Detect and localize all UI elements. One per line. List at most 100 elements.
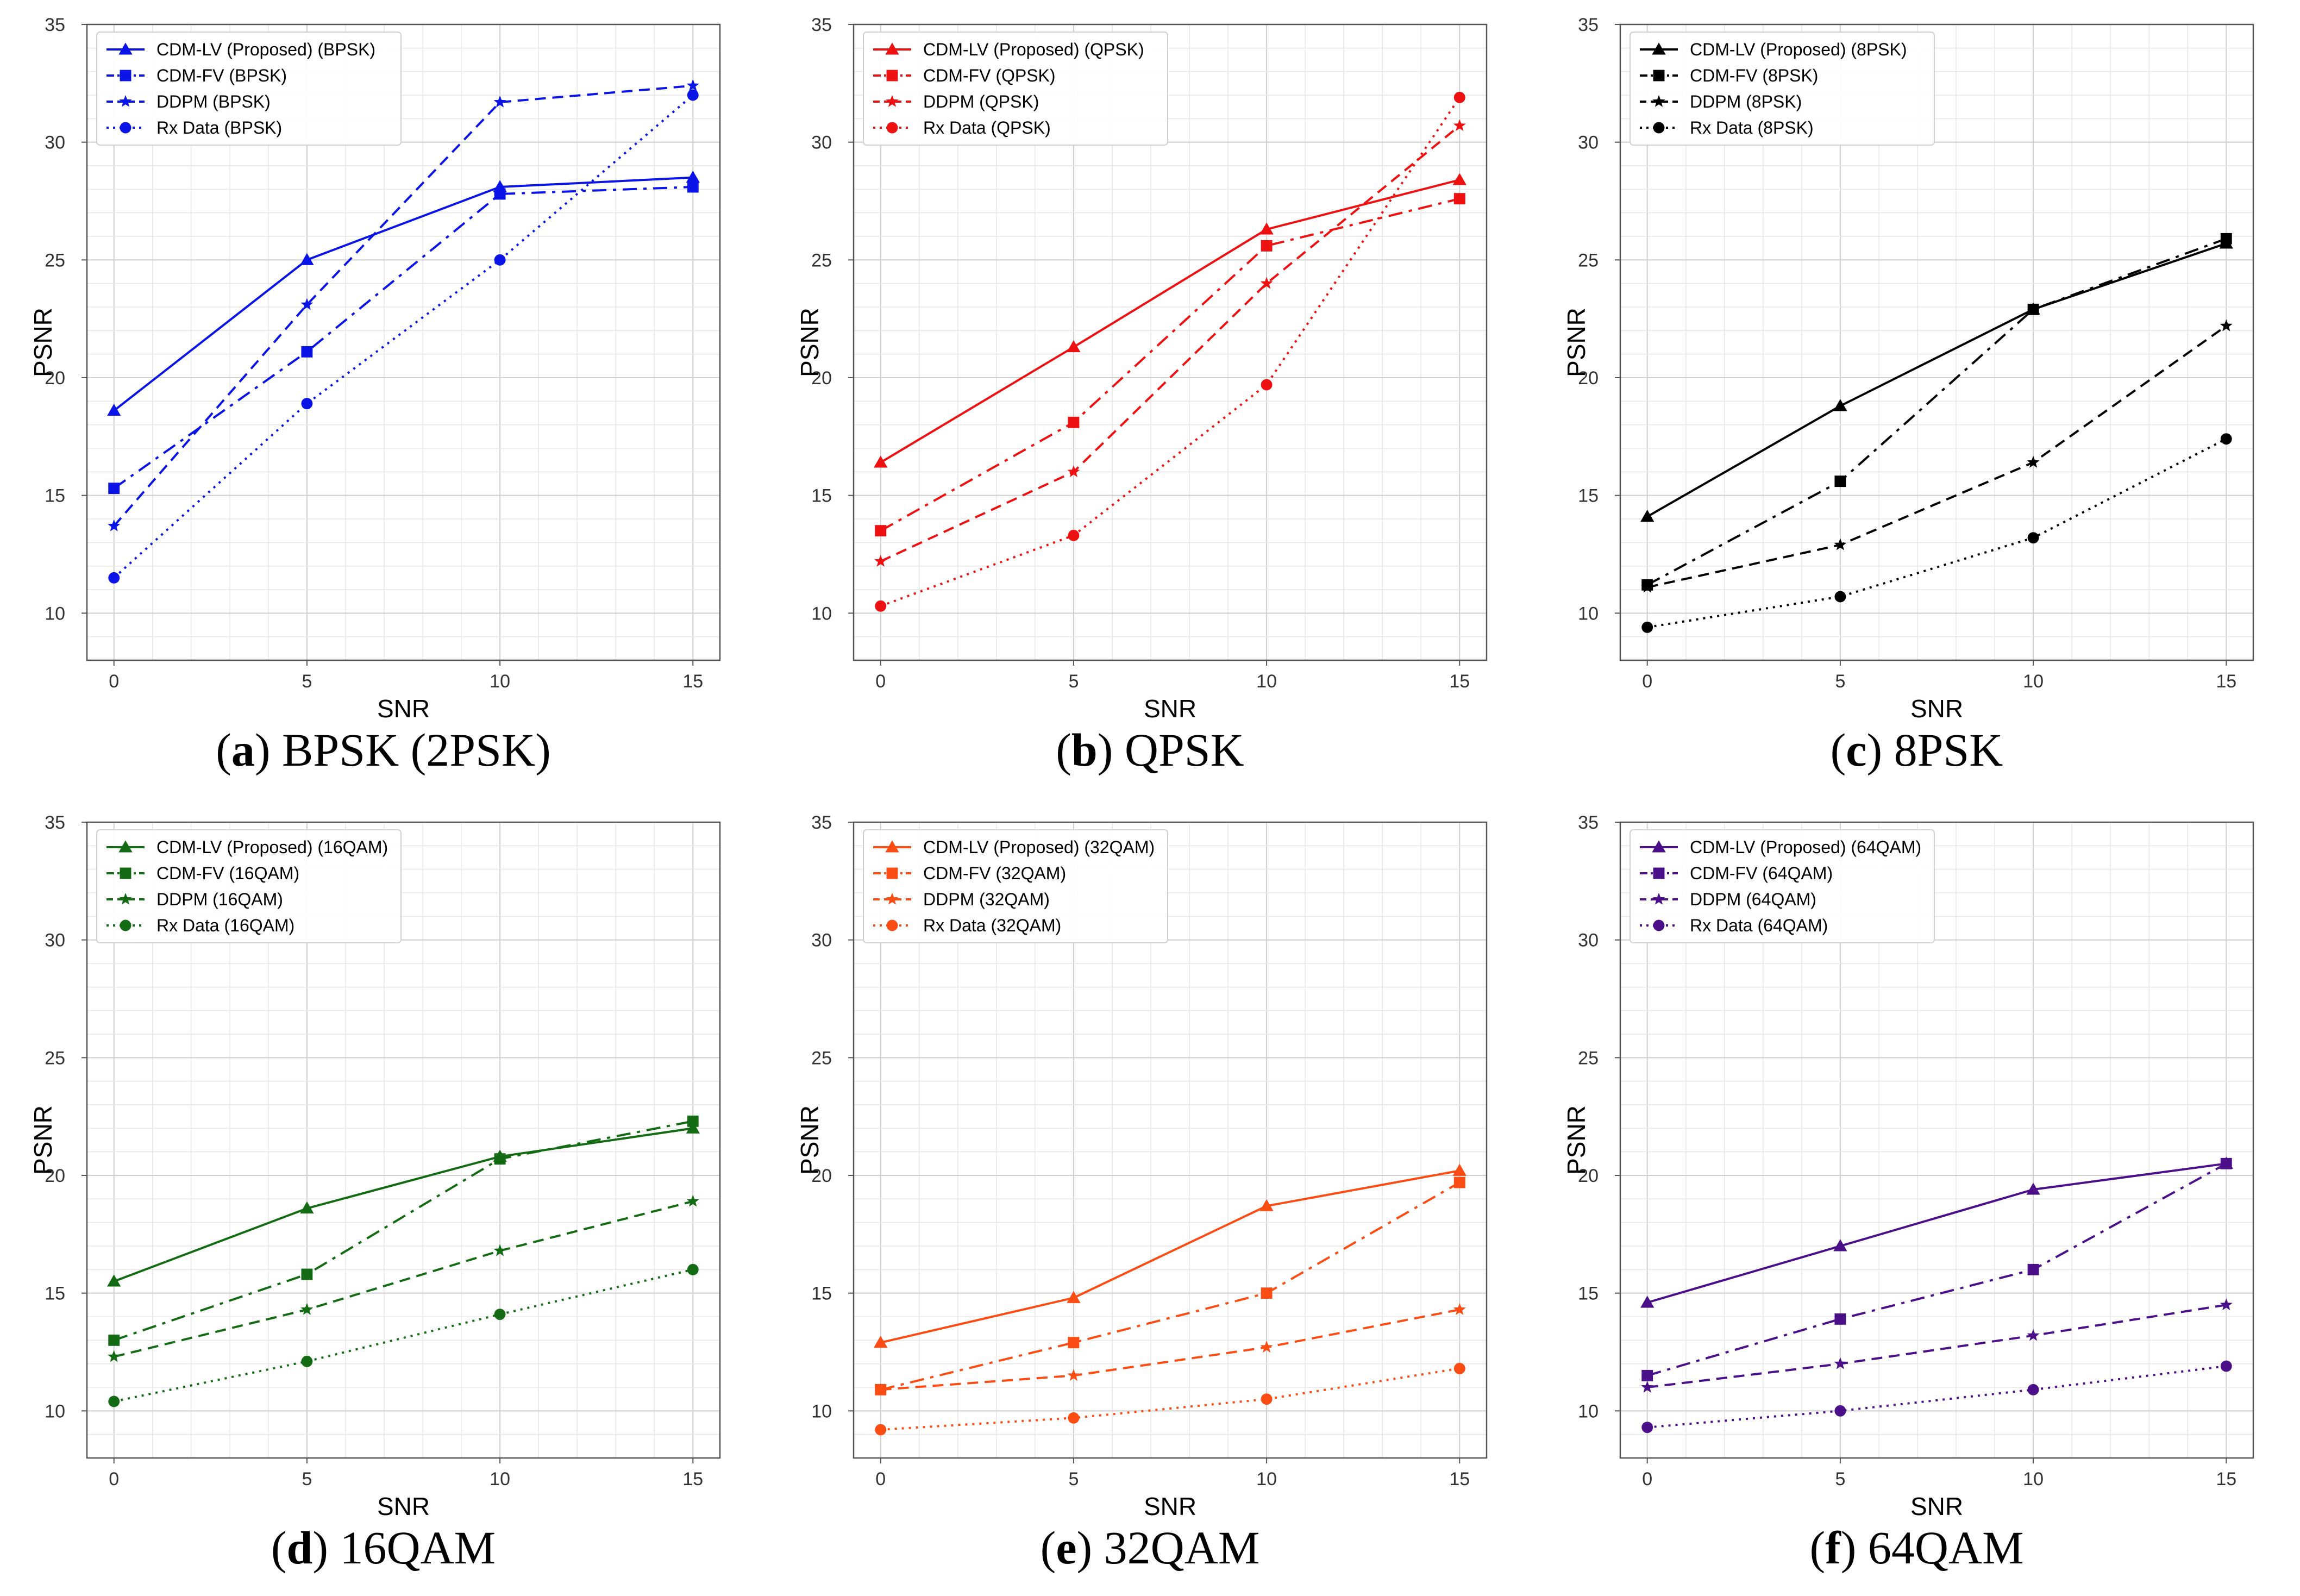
- y-tick-label: 30: [45, 133, 65, 153]
- legend: CDM-LV (Proposed) (64QAM) CDM-FV (64QAM) D…: [1630, 829, 1935, 943]
- x-tick-label: 5: [302, 671, 312, 692]
- caption-text: 8PSK: [1894, 724, 2003, 776]
- legend-entry: CDM-LV (Proposed) (BPSK): [106, 40, 375, 59]
- legend-box: [1630, 829, 1935, 943]
- data-point-square: [2027, 303, 2039, 315]
- legend-label: CDM-FV (QPSK): [923, 66, 1056, 85]
- data-point-star: [686, 79, 699, 91]
- series-circle: [875, 91, 1465, 612]
- legend-label: CDM-FV (32QAM): [923, 863, 1066, 883]
- data-point-triangle: [686, 171, 700, 183]
- data-point-circle: [301, 1355, 313, 1367]
- data-point-triangle: [1452, 1163, 1467, 1176]
- legend-label: CDM-LV (Proposed) (8PSK): [1690, 40, 1907, 59]
- y-tick-label: 20: [811, 368, 832, 389]
- data-point-circle: [494, 1309, 506, 1320]
- chart-panel-a: 0 5 10 15 10 15 20 25 30 35 SNR PSNR CDM-LV (Propose…: [0, 0, 767, 798]
- data-point-triangle: [874, 1336, 888, 1348]
- y-tick-label: 20: [1578, 1166, 1599, 1186]
- legend-label: DDPM (BPSK): [156, 92, 271, 111]
- legend-label: Rx Data (8PSK): [1690, 118, 1814, 137]
- series-star: [874, 119, 1466, 567]
- chart-svg-a: 0 5 10 15 10 15 20 25 30 35 SNR PSNR CDM-LV (Propose…: [29, 15, 721, 723]
- data-point-triangle: [1259, 222, 1274, 235]
- x-tick-label: 10: [2023, 671, 2044, 692]
- x-tick-label: 10: [490, 671, 510, 692]
- x-tick-label: 0: [1642, 1469, 1652, 1489]
- data-point-square: [2220, 1157, 2232, 1169]
- series-square: [875, 1176, 1465, 1395]
- legend-entry: CDM-FV (BPSK): [106, 66, 287, 85]
- legend-marker-square: [886, 867, 898, 879]
- legend-box: [863, 829, 1168, 943]
- y-tick-label: 35: [1578, 15, 1599, 35]
- series-triangle: [874, 173, 1467, 468]
- series-triangle: [1640, 236, 2233, 522]
- series-line: [1646, 237, 2227, 586]
- y-tick-label: 35: [811, 812, 832, 833]
- legend-marker-triangle: [118, 840, 133, 853]
- x-tick-label: 5: [1068, 1469, 1079, 1489]
- data-point-star: [874, 554, 887, 567]
- data-point-star: [2220, 1298, 2233, 1311]
- series-circle: [1641, 1360, 2232, 1434]
- data-point-circle: [1641, 621, 1653, 633]
- data-point-star: [1260, 1341, 1273, 1353]
- data-point-square: [875, 525, 887, 537]
- data-point-square: [494, 1153, 506, 1165]
- x-tick-label: 5: [302, 1469, 312, 1489]
- legend-marker-circle: [120, 122, 131, 134]
- series-line: [113, 186, 693, 490]
- caption-text: BPSK (2PSK): [282, 724, 551, 776]
- series-line: [880, 1367, 1460, 1431]
- series-line: [880, 1309, 1460, 1391]
- legend-entry: Rx Data (BPSK): [106, 118, 282, 137]
- series-line: [113, 84, 693, 527]
- grid: [1620, 822, 2253, 1459]
- series-line: [1647, 1365, 2227, 1429]
- legend-label: DDPM (8PSK): [1690, 92, 1802, 111]
- y-tick-label: 15: [811, 486, 832, 506]
- legend-marker-triangle: [118, 42, 133, 55]
- x-tick-label: 15: [682, 1469, 703, 1489]
- legend-entry: DDPM (BPSK): [106, 92, 271, 111]
- chart-panel-b: 0 5 10 15 10 15 20 25 30 35 SNR PSNR CDM-LV (Propose…: [767, 0, 1533, 798]
- legend-label: DDPM (64QAM): [1690, 890, 1816, 909]
- y-tick-label: 30: [811, 930, 832, 951]
- data-point-triangle: [300, 253, 314, 265]
- legend-label: CDM-LV (Proposed) (32QAM): [923, 837, 1155, 857]
- data-point-circle: [1453, 91, 1465, 103]
- legend-label: Rx Data (16QAM): [156, 916, 294, 935]
- data-point-circle: [2220, 1360, 2232, 1372]
- series-line: [880, 1169, 1460, 1344]
- data-point-triangle: [1067, 340, 1081, 353]
- y-tick-label: 35: [45, 812, 65, 833]
- x-tick-label: 0: [109, 671, 119, 692]
- legend-entry: CDM-FV (32QAM): [873, 863, 1066, 883]
- legend-entry: CDM-LV (Proposed) (QPSK): [873, 40, 1144, 59]
- y-tick-label: 10: [811, 1401, 832, 1422]
- data-point-circle: [1068, 529, 1080, 541]
- data-point-triangle: [1833, 399, 1847, 411]
- series-line: [114, 1120, 693, 1342]
- data-point-square: [2027, 1263, 2039, 1275]
- data-point-circle: [1453, 1362, 1465, 1374]
- legend-marker-circle: [886, 919, 898, 931]
- data-point-triangle: [686, 1121, 700, 1134]
- x-tick-label: 0: [875, 1469, 886, 1489]
- series-square: [108, 1115, 699, 1346]
- data-point-triangle: [1833, 1239, 1847, 1251]
- y-tick-label: 35: [45, 15, 65, 35]
- data-point-triangle: [1259, 1199, 1274, 1211]
- legend: CDM-LV (Proposed) (QPSK) CDM-FV (QPSK) DDP…: [863, 32, 1168, 146]
- legend-marker-star: [119, 95, 132, 107]
- data-point-circle: [1641, 1422, 1653, 1434]
- series-star: [1641, 319, 2233, 593]
- data-point-square: [301, 346, 313, 358]
- chart-panel-d: 0 5 10 15 10 15 20 25 30 35 SNR PSNR CDM-LV (Propose…: [0, 798, 767, 1595]
- y-tick-label: 15: [1578, 1284, 1599, 1304]
- series-line: [880, 197, 1460, 532]
- series-line: [1647, 325, 2227, 589]
- caption-text: 16QAM: [340, 1522, 496, 1574]
- data-point-circle: [2027, 532, 2039, 544]
